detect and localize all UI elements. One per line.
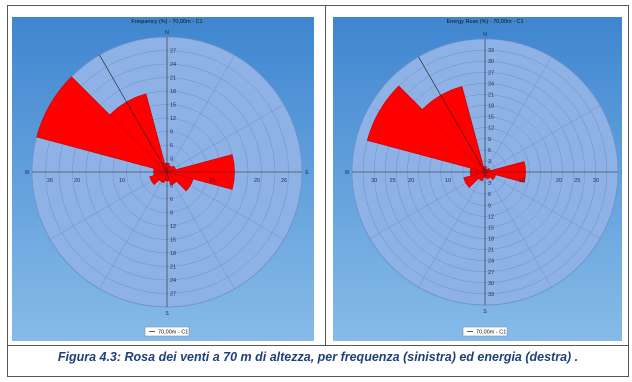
horizontal-tick-label: 30: [593, 178, 599, 184]
figure-caption: Figura 4.3: Rosa dei venti a 70 m di alt…: [7, 350, 629, 364]
radial-tick-label: 18: [488, 237, 494, 243]
radial-tick-label: 9: [170, 211, 173, 217]
radial-tick-label: 15: [488, 115, 494, 121]
radial-tick-label: 6: [170, 197, 173, 203]
radial-tick-label: 33: [488, 48, 494, 54]
radial-tick-label: 27: [170, 292, 176, 298]
legend-label: 70,00m - C1: [158, 330, 188, 336]
radial-tick-label: 9: [488, 203, 491, 209]
radial-tick-label: 21: [488, 92, 494, 98]
radial-tick-label: 21: [170, 265, 176, 271]
radial-tick-label: 15: [170, 238, 176, 244]
horizontal-tick-label: 10: [119, 178, 125, 184]
radial-tick-label: 6: [170, 143, 173, 149]
radial-tick-label: 15: [170, 103, 176, 109]
caption-divider: [7, 345, 629, 346]
radial-tick-label: 6: [488, 192, 491, 198]
radial-tick-label: 18: [170, 89, 176, 95]
radial-tick-label: 3: [170, 184, 173, 190]
compass-label-N: N: [483, 32, 487, 38]
frequency-rose-chart: 3 3 6 6 9 9 12 12 15 15 18 18 21 21 24 24 27 27 10 10 20 20 26…: [12, 17, 314, 341]
compass-label-W: W: [345, 170, 350, 176]
radial-tick-label: 9: [488, 137, 491, 143]
radial-tick-label: 21: [170, 76, 176, 82]
radial-tick-label: 24: [488, 259, 494, 265]
radial-tick-label: 30: [488, 281, 494, 287]
horizontal-tick-label: 30: [371, 178, 377, 184]
horizontal-tick-label: 20: [408, 178, 414, 184]
horizontal-tick-label: 10: [519, 178, 525, 184]
radial-tick-label: 3: [170, 157, 173, 163]
radial-tick-label: 27: [170, 49, 176, 55]
radial-tick-label: 24: [170, 62, 176, 68]
legend-label: 70,00m - C1: [476, 330, 506, 336]
radial-tick-label: 12: [488, 214, 494, 220]
radial-tick-label: 30: [488, 59, 494, 65]
chart-title: Energy Rose (%) - 70,00m - C1: [446, 19, 523, 25]
compass-label-W: W: [25, 170, 30, 176]
energy-rose-chart: 3366991212151518182121242427273030333310…: [333, 17, 622, 341]
compass-label-N: N: [165, 30, 169, 36]
radial-tick-label: 18: [488, 104, 494, 110]
radial-tick-label: 12: [170, 116, 176, 122]
compass-label-E: E: [621, 170, 622, 176]
radial-tick-label: 33: [488, 292, 494, 298]
horizontal-tick-label: 26: [281, 178, 287, 184]
horizontal-tick-label: 26: [47, 178, 53, 184]
radial-tick-label: 15: [488, 225, 494, 231]
radial-tick-label: 24: [488, 81, 494, 87]
horizontal-tick-label: 10: [445, 178, 451, 184]
radial-tick-label: 9: [170, 130, 173, 136]
radial-tick-label: 21: [488, 248, 494, 254]
radial-tick-label: 3: [488, 181, 491, 187]
radial-tick-label: 24: [170, 278, 176, 284]
radial-tick-label: 12: [170, 224, 176, 230]
radial-tick-label: 3: [488, 159, 491, 165]
horizontal-tick-label: 20: [254, 178, 260, 184]
horizontal-tick-label: 25: [574, 178, 580, 184]
radial-tick-label: 18: [170, 251, 176, 257]
horizontal-tick-label: 20: [556, 178, 562, 184]
frequency-rose-panel: 3 3 6 6 9 9 12 12 15 15 18 18 21 21 24 24 27 27 10 10 20 20 26…: [12, 17, 314, 341]
radial-tick-label: 27: [488, 70, 494, 76]
radial-tick-label: 6: [488, 148, 491, 154]
chart-title: Frequency (%) - 70,00m - C1: [131, 19, 202, 25]
horizontal-tick-label: 20: [74, 178, 80, 184]
energy-rose-panel: 3 3 6 6 9 9 12 12 15 15 18 18 21 21 24 24 27 27 30 30 33 33 10…: [333, 17, 622, 341]
radial-tick-label: 27: [488, 270, 494, 276]
panel-divider: [325, 5, 326, 345]
horizontal-tick-label: 10: [209, 178, 215, 184]
horizontal-tick-label: 25: [390, 178, 396, 184]
radial-tick-label: 12: [488, 126, 494, 132]
